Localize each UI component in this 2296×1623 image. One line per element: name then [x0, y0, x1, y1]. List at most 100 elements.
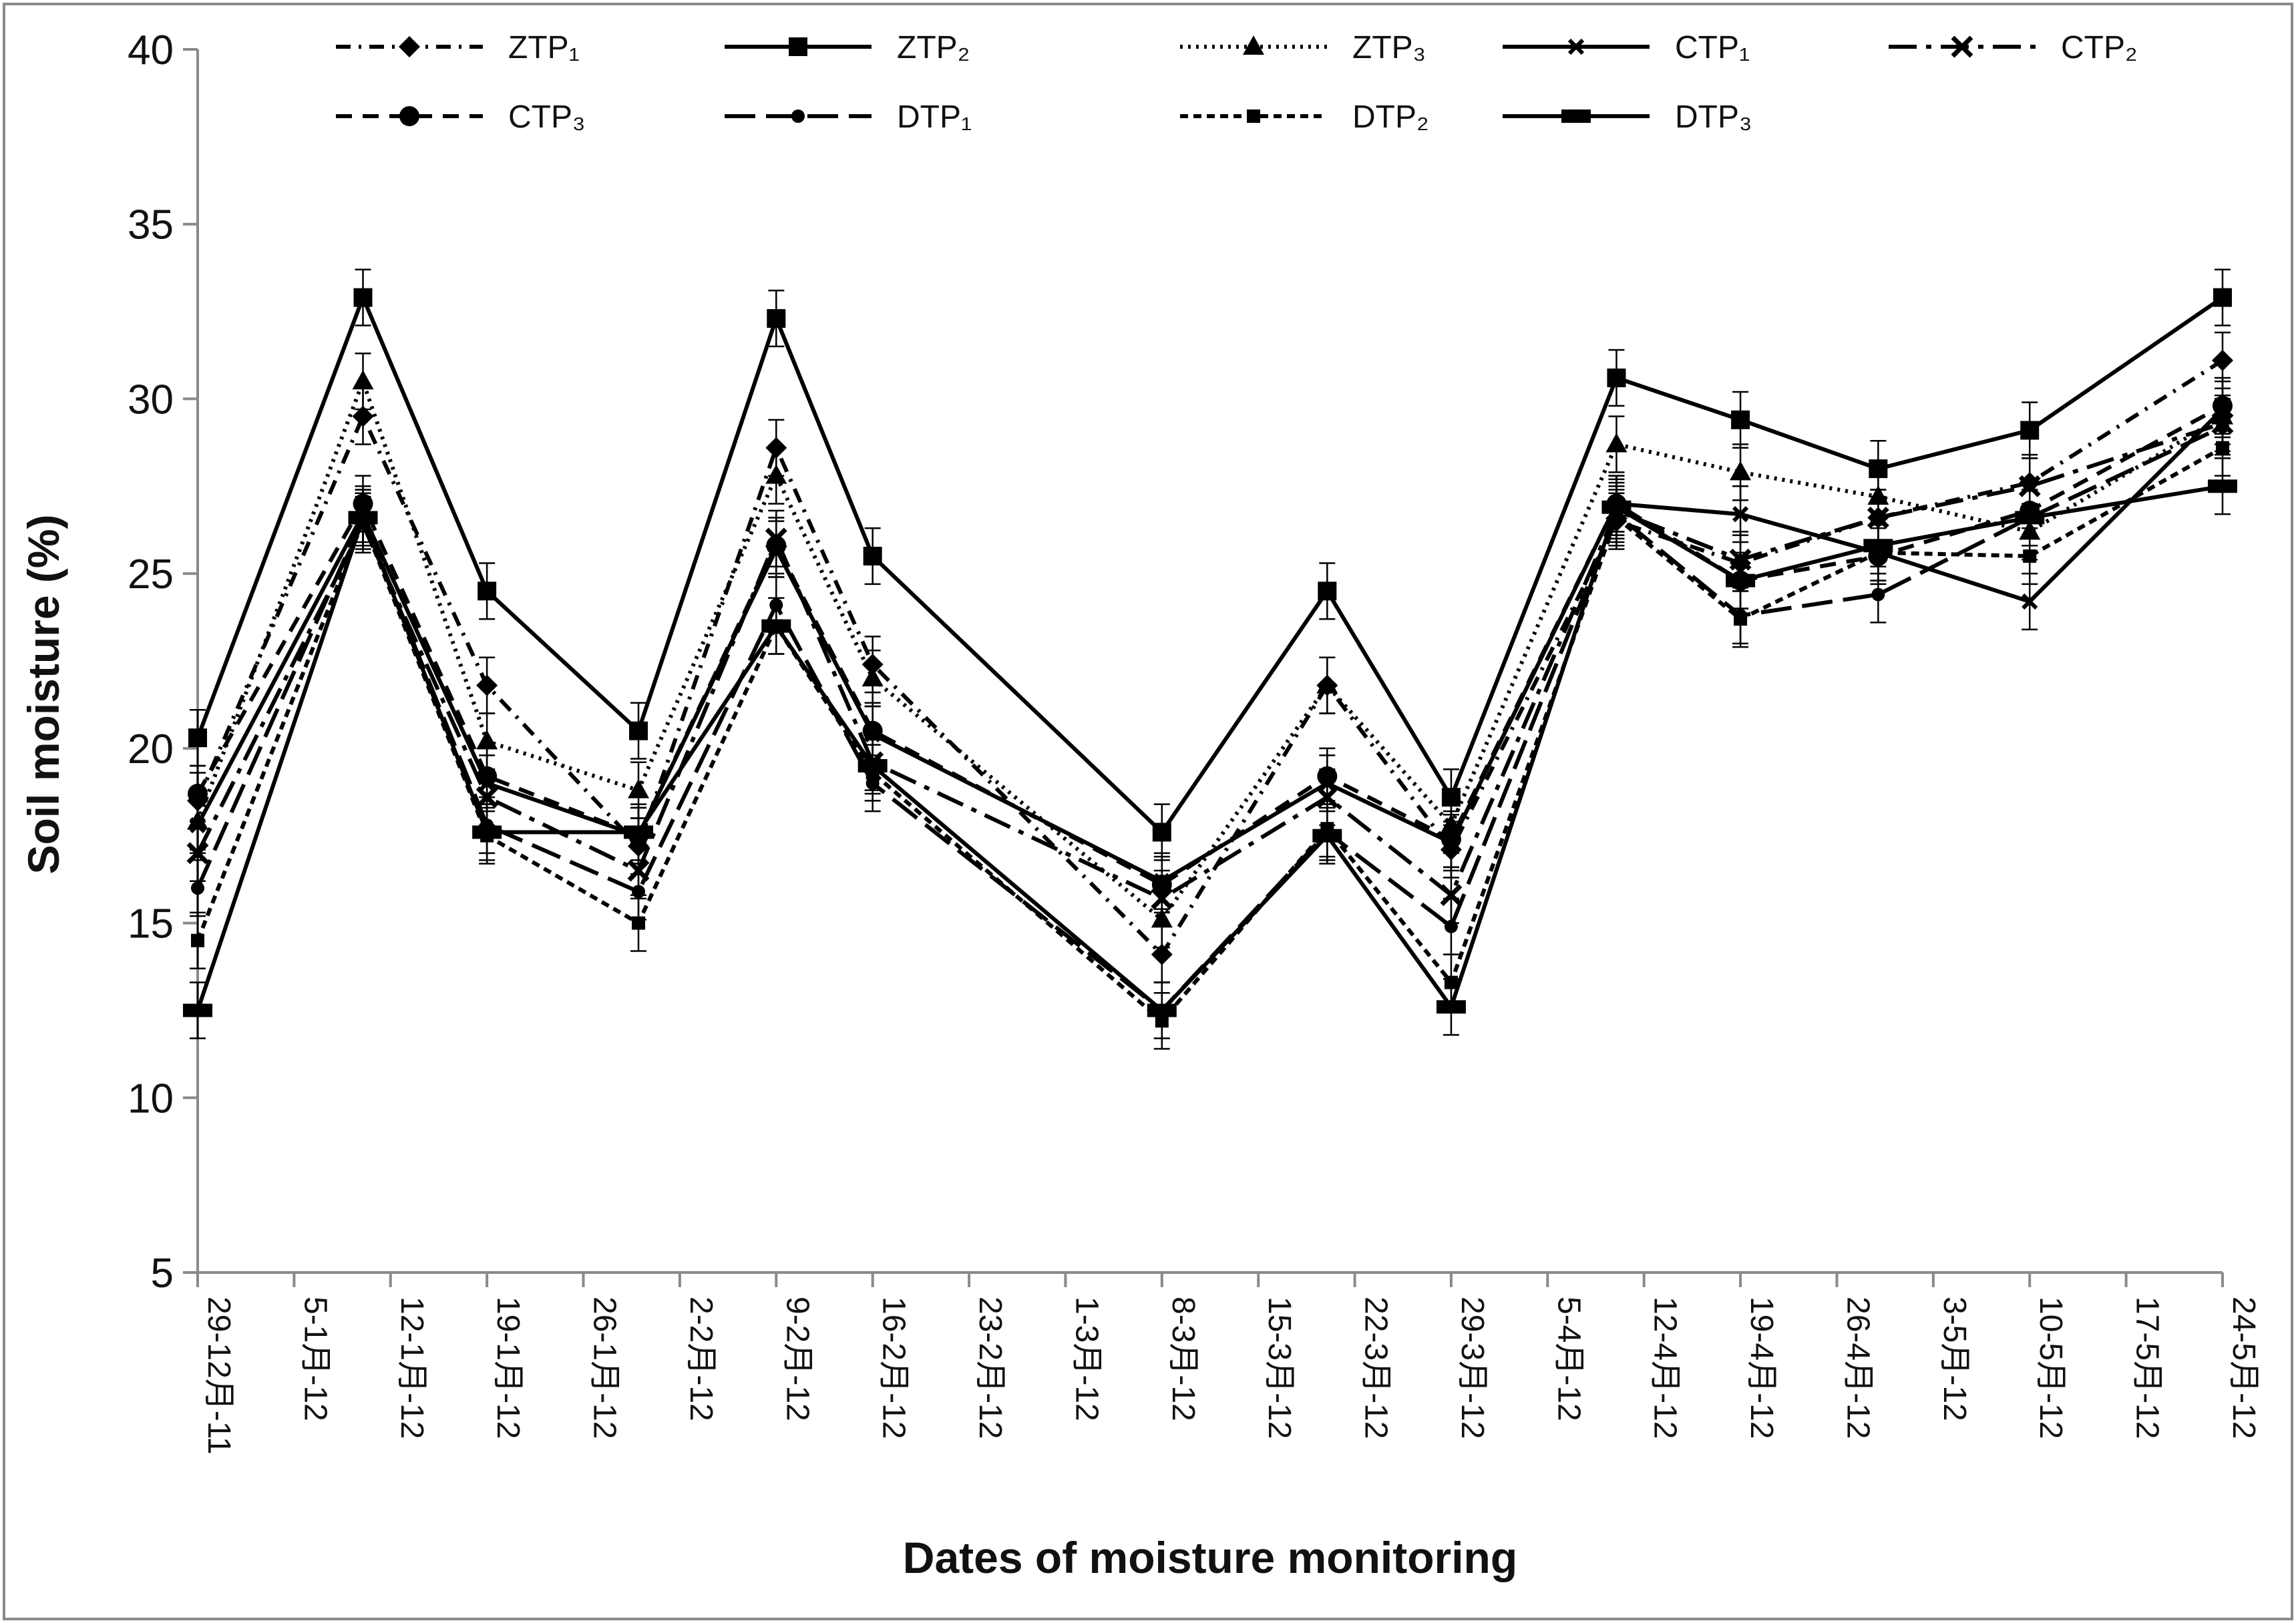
- legend-item: CTP₂: [1889, 30, 2138, 65]
- y-tick-label: 20: [128, 726, 174, 772]
- data-point-marker: [1732, 506, 1749, 523]
- x-tick-label: 22-3月-12: [1358, 1297, 1394, 1439]
- series-line: [196, 379, 2224, 922]
- series-line: [196, 484, 2223, 1013]
- data-point-marker: [1440, 884, 1463, 907]
- series-2: [188, 268, 2232, 861]
- data-point-marker: [2212, 349, 2233, 371]
- x-tick-label: 12-1月-12: [394, 1297, 429, 1439]
- data-point-marker: [766, 535, 787, 556]
- y-axis-title: Soil moisture (%): [19, 514, 68, 874]
- y-tick-label: 10: [128, 1076, 174, 1122]
- x-tick-label: 15-3月-12: [1262, 1297, 1297, 1439]
- data-point-marker: [1151, 943, 1173, 965]
- data-point-marker: [1317, 766, 1338, 786]
- legend-item: CTP₁: [1503, 30, 1750, 65]
- data-point-marker: [191, 881, 204, 895]
- data-point-marker: [399, 106, 419, 126]
- x-tick-label: 17-5月-12: [2130, 1297, 2165, 1439]
- x-tick-label: 5-1月-12: [297, 1297, 333, 1421]
- legend-label: ZTP₃: [1352, 30, 1426, 65]
- y-tick-label: 15: [128, 901, 174, 947]
- legend-item: CTP₃: [336, 99, 586, 135]
- data-point-marker: [477, 766, 498, 786]
- data-point-marker: [1243, 35, 1264, 55]
- data-point-marker: [1318, 582, 1337, 601]
- data-point-marker: [1863, 539, 1893, 553]
- data-point-marker: [1607, 369, 1626, 388]
- legend-item: DTP₁: [725, 99, 972, 135]
- x-tick-label: 19-4月-12: [1744, 1297, 1779, 1439]
- x-tick-label: 23-2月-12: [972, 1297, 1008, 1439]
- data-point-marker: [1731, 410, 1750, 429]
- x-tick-label: 3-5月-12: [1937, 1297, 1972, 1421]
- data-point-marker: [1151, 874, 1172, 895]
- data-point-marker: [1441, 829, 1461, 849]
- data-point-marker: [1561, 109, 1591, 123]
- legend-label: DTP₁: [897, 99, 972, 135]
- data-point-marker: [2015, 511, 2045, 525]
- data-point-marker: [789, 37, 807, 56]
- data-point-marker: [863, 546, 882, 565]
- y-tick-label: 35: [128, 202, 174, 248]
- x-tick-label: 26-4月-12: [1840, 1297, 1875, 1439]
- data-point-marker: [352, 370, 374, 390]
- x-tick-label: 12-4月-12: [1648, 1297, 1683, 1439]
- series-line: [196, 295, 2224, 835]
- y-tick-label: 40: [128, 27, 174, 73]
- data-point-marker: [628, 778, 650, 798]
- data-point-marker: [1436, 1000, 1466, 1014]
- legend-label: ZTP₂: [897, 30, 970, 65]
- data-point-marker: [348, 511, 378, 525]
- data-point-marker: [1247, 109, 1260, 123]
- x-tick-label: 29-12月-11: [201, 1297, 236, 1455]
- y-tick-label: 25: [128, 551, 174, 598]
- x-tick-label: 24-5月-12: [2226, 1297, 2261, 1439]
- series-line: [196, 446, 2224, 1023]
- series-line: [196, 421, 2223, 901]
- legend-label: DTP₃: [1675, 99, 1752, 135]
- data-point-marker: [862, 667, 884, 687]
- series-9: [183, 457, 2237, 1039]
- data-point-marker: [2208, 479, 2237, 493]
- data-point-marker: [188, 783, 208, 804]
- legend-item: DTP₃: [1503, 99, 1752, 135]
- legend-item: DTP₂: [1180, 99, 1429, 135]
- data-point-marker: [1444, 919, 1458, 933]
- data-point-marker: [2213, 288, 2232, 307]
- data-point-marker: [1567, 38, 1585, 55]
- y-tick-label: 30: [128, 377, 174, 423]
- data-point-marker: [765, 464, 787, 484]
- data-point-marker: [1152, 823, 1171, 842]
- data-point-marker: [191, 933, 204, 947]
- data-point-marker: [188, 728, 207, 748]
- legend-label: DTP₂: [1352, 99, 1429, 135]
- data-point-marker: [472, 825, 502, 839]
- data-point-marker: [1147, 1003, 1177, 1017]
- data-point-marker: [2023, 549, 2037, 563]
- legend-item: ZTP₃: [1180, 30, 1426, 65]
- legend: ZTP₁ ZTP₂ ZTP₃ CTP₁ CTP₂ CTP₃ DTP₁ DTP₂ DTP₃: [336, 30, 2138, 135]
- x-tick-label: 8-3月-12: [1165, 1297, 1201, 1421]
- data-point-marker: [2022, 593, 2038, 610]
- series-line: [196, 404, 2224, 887]
- data-point-marker: [791, 109, 805, 123]
- data-point-marker: [1312, 829, 1342, 843]
- data-point-marker: [632, 916, 646, 930]
- x-tick-label: 19-1月-12: [490, 1297, 526, 1439]
- data-point-marker: [629, 721, 648, 740]
- data-point-marker: [1316, 674, 1338, 694]
- data-point-marker: [353, 288, 373, 307]
- x-tick-label: 26-1月-12: [587, 1297, 622, 1439]
- x-tick-label: 29-3月-12: [1455, 1297, 1490, 1439]
- legend-label: CTP₃: [508, 99, 586, 135]
- data-point-marker: [1730, 461, 1752, 481]
- data-point-marker: [2216, 441, 2229, 455]
- series-layer: [183, 268, 2237, 1050]
- legend-label: CTP₂: [2061, 30, 2138, 65]
- data-point-marker: [399, 36, 420, 57]
- data-point-marker: [1871, 588, 1885, 602]
- x-tick-label: 9-2月-12: [779, 1297, 815, 1421]
